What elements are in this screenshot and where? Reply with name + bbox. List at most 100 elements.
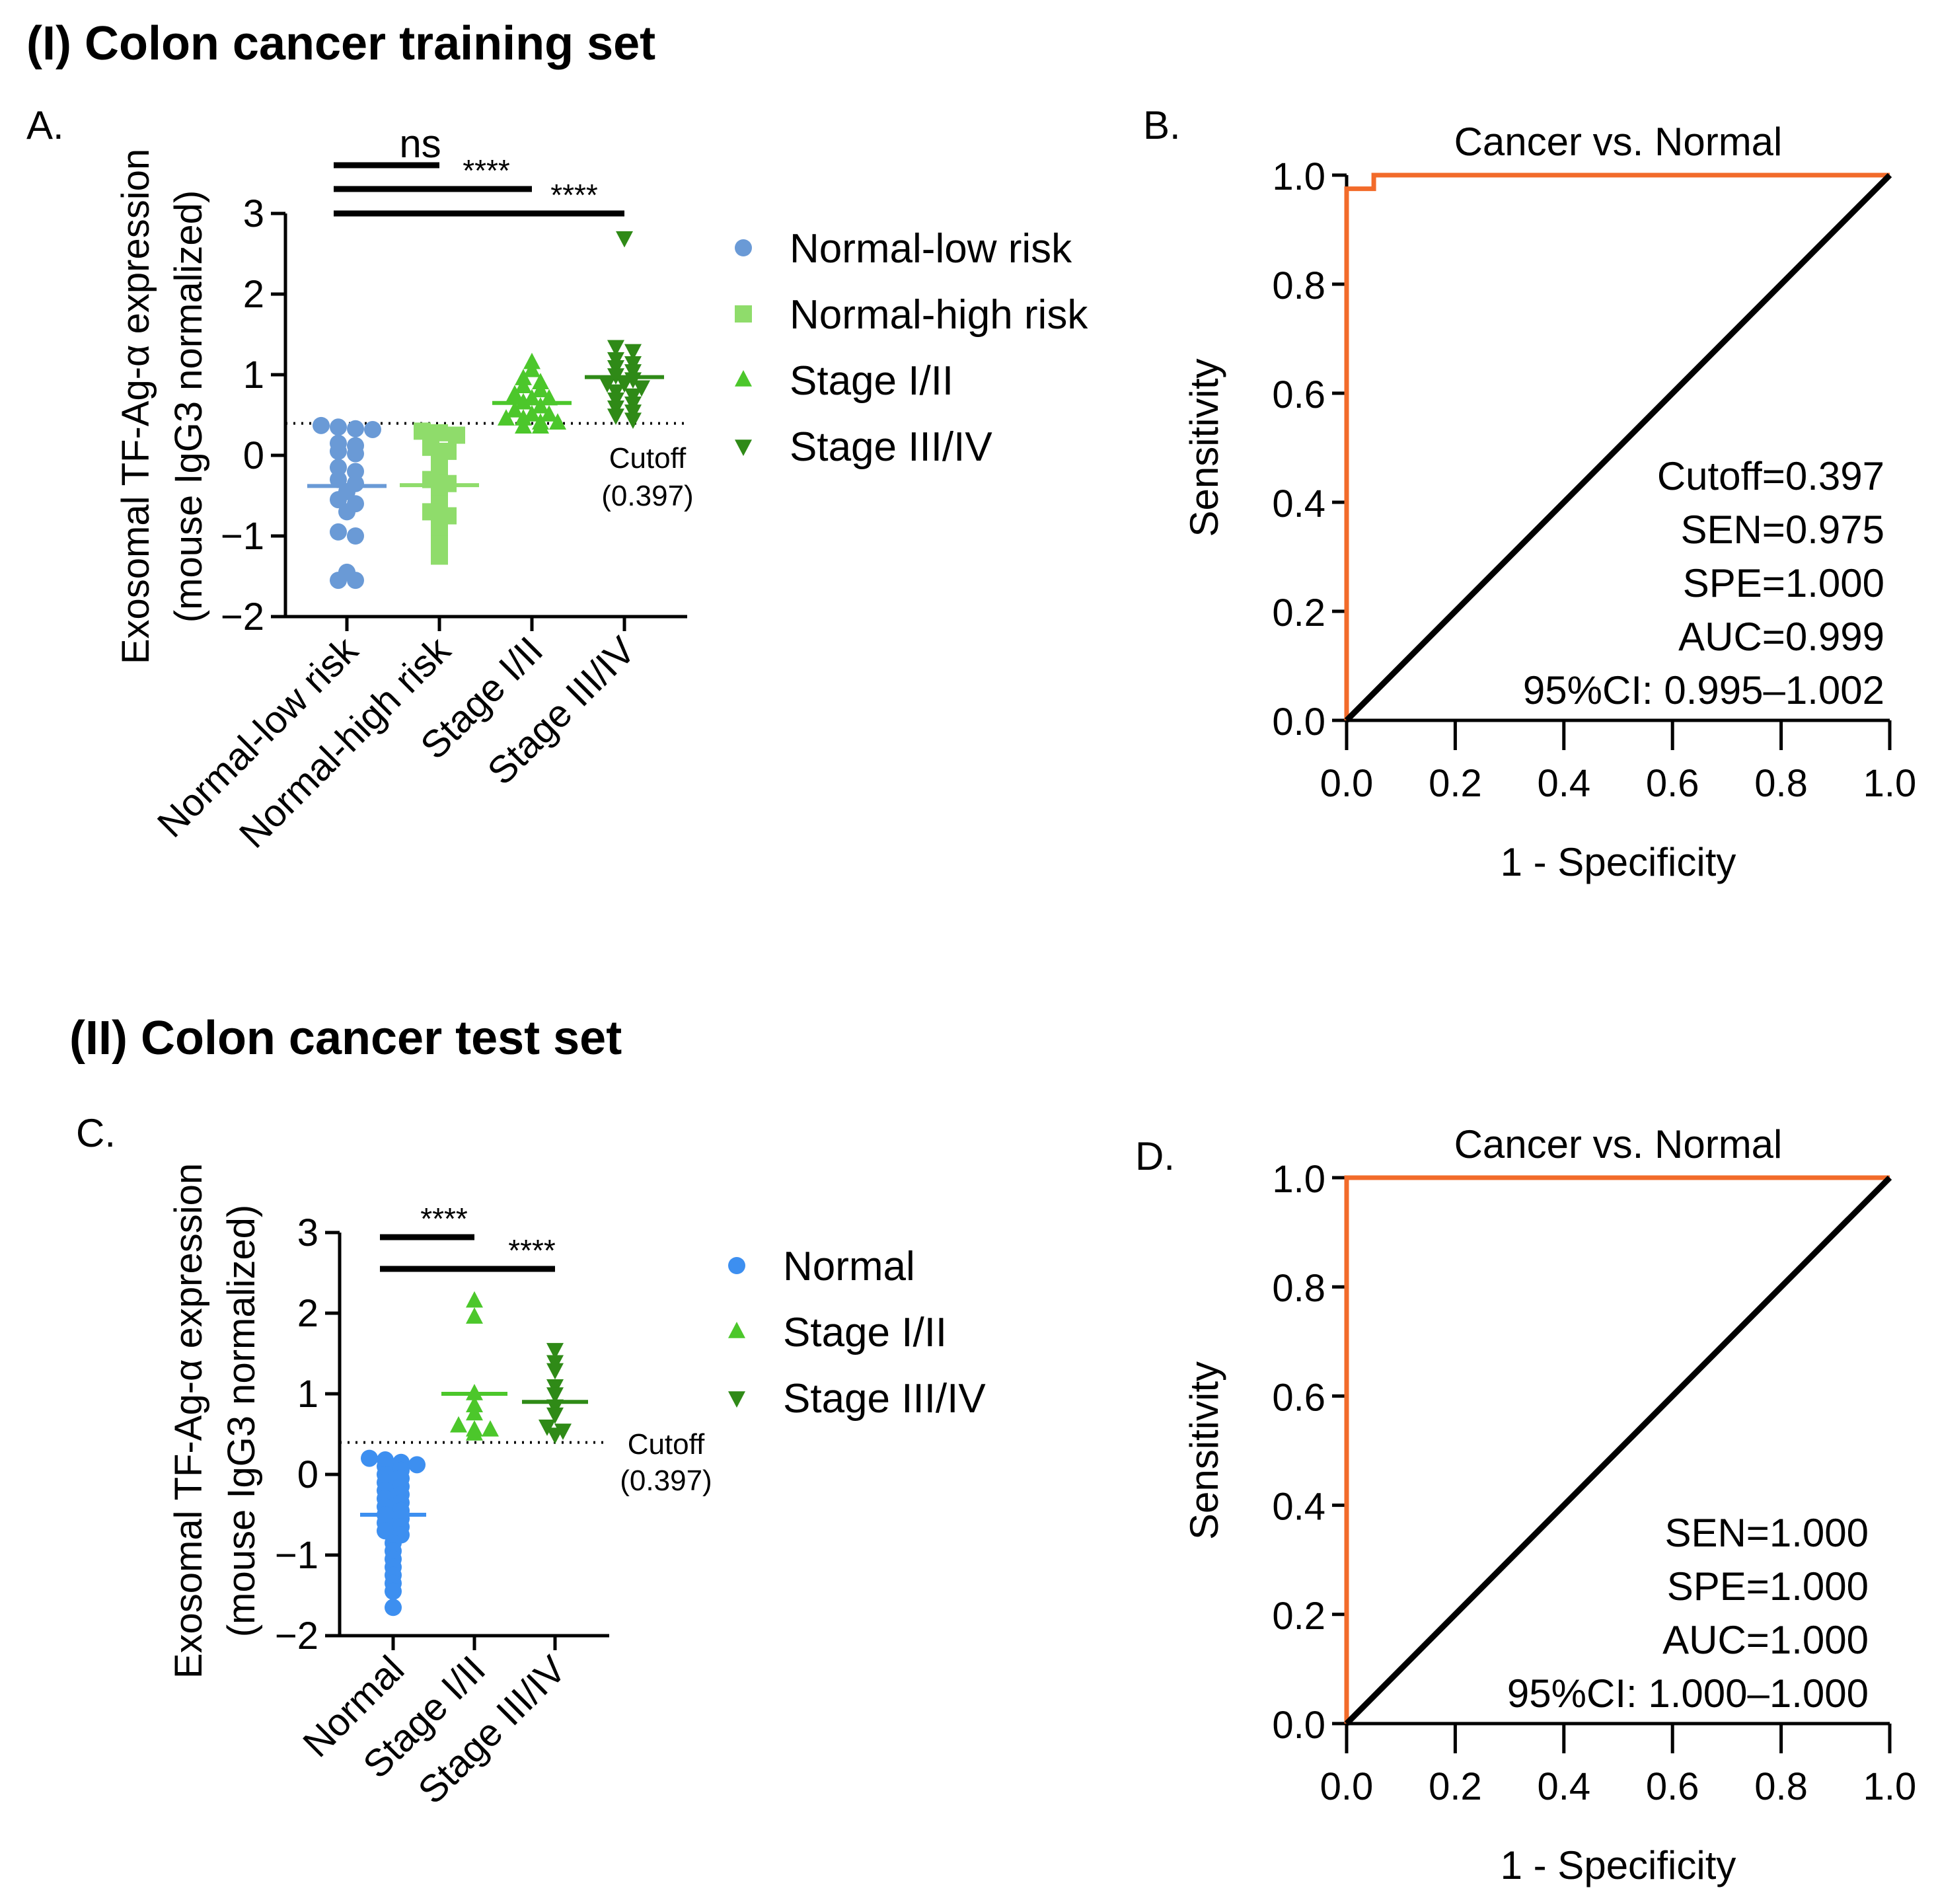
data-point	[466, 1307, 483, 1324]
data-point	[347, 420, 364, 438]
section-title-test: (II) Colon cancer test set	[69, 1012, 622, 1065]
legend-marker	[728, 1257, 745, 1274]
panel-letter: C.	[76, 1111, 116, 1155]
legend-label: Stage III/IV	[790, 424, 992, 470]
data-point	[549, 413, 566, 430]
data-point	[450, 1416, 467, 1433]
data-point	[330, 471, 347, 488]
significance-label: ****	[508, 1233, 556, 1268]
data-point	[466, 1291, 483, 1308]
stat-annotation: SPE=1.000	[1683, 561, 1884, 605]
data-point	[347, 445, 364, 463]
x-tick-label: 0.8	[1754, 1765, 1808, 1808]
stat-annotation: Cutoff=0.397	[1657, 454, 1884, 498]
stat-annotation: SEN=1.000	[1664, 1511, 1869, 1555]
data-point	[361, 1449, 378, 1467]
stat-annotation: SPE=1.000	[1667, 1564, 1869, 1609]
x-tick-label: 0.0	[1320, 1765, 1374, 1808]
y-axis-label: (mouse IgG3 normalized)	[220, 1205, 263, 1637]
data-point	[408, 1456, 426, 1474]
y-tick-label: 0.2	[1272, 1595, 1325, 1638]
cutoff-label: Cutoff	[628, 1428, 705, 1461]
data-point	[506, 385, 523, 402]
stat-annotation: 95%CI: 1.000–1.000	[1507, 1671, 1869, 1716]
data-point	[414, 422, 431, 440]
y-tick-label: 0	[243, 434, 264, 477]
data-point	[633, 380, 650, 397]
data-point	[546, 1428, 564, 1444]
panel-c-scatter: C. −2 −1 0 1 2 3 Normal Stage I/II Stage III/IV Ex…	[76, 1111, 986, 1812]
y-tick-label: −1	[221, 515, 264, 558]
cutoff-label: Cutoff	[609, 442, 687, 475]
data-point	[364, 420, 381, 438]
x-axis-label: 1 - Specificity	[1501, 840, 1736, 884]
data-point	[422, 438, 439, 456]
y-axis-label: Sensitivity	[1182, 1361, 1226, 1540]
y-tick-label: 1	[297, 1373, 318, 1416]
panel-letter: B.	[1143, 103, 1181, 147]
legend-marker	[735, 305, 752, 323]
y-tick-label: 0.0	[1272, 1704, 1325, 1747]
panel-b-roc: B. Cancer vs. Normal 0.0 0.2 0.4 0.6 0.8 1.0 0.0…	[1143, 103, 1916, 884]
data-point	[347, 572, 364, 590]
y-tick-label: 0.8	[1272, 1267, 1325, 1310]
data-point	[330, 523, 347, 541]
x-tick-label: 0.2	[1429, 1765, 1482, 1808]
data-point	[546, 1363, 564, 1380]
roc-curve	[1344, 172, 1890, 720]
x-tick-label: 0.0	[1320, 762, 1374, 805]
chart-title: Cancer vs. Normal	[1454, 1122, 1783, 1166]
data-point	[546, 1407, 564, 1424]
y-tick-label: −1	[275, 1534, 318, 1577]
legend-marker	[735, 239, 752, 256]
data-point	[624, 412, 642, 430]
data-point	[466, 1424, 483, 1441]
data-point	[599, 376, 616, 393]
x-tick-label: 1.0	[1863, 1765, 1917, 1808]
y-tick-label: 1	[243, 354, 264, 397]
data-point	[466, 1404, 483, 1421]
y-tick-label: 0.6	[1272, 1376, 1325, 1419]
data-point	[377, 1522, 394, 1540]
legend-label: Stage I/II	[783, 1310, 947, 1355]
y-axis-label: (mouse IgG3 normalized)	[167, 190, 210, 623]
x-tick-label: 0.4	[1537, 762, 1590, 805]
legend-label: Normal-low risk	[790, 226, 1072, 272]
y-tick-label: 0.4	[1272, 482, 1325, 525]
y-tick-label: 3	[243, 192, 264, 235]
data-point	[347, 527, 364, 545]
data-point	[532, 397, 549, 414]
x-tick-label: 1.0	[1863, 762, 1917, 805]
significance-label: ****	[550, 178, 598, 212]
data-point	[616, 376, 633, 393]
data-point	[546, 1387, 564, 1404]
data-point	[330, 418, 347, 436]
panel-d-roc: D. Cancer vs. Normal 0.0 0.2 0.4 0.6 0.8 1.0 0.0…	[1135, 1122, 1916, 1887]
data-point	[546, 1343, 564, 1359]
x-tick-label: 0.6	[1646, 762, 1699, 805]
data-point	[540, 405, 558, 422]
data-point	[448, 426, 465, 444]
data-point	[385, 1599, 402, 1617]
panel-letter: A.	[26, 103, 64, 147]
data-point	[506, 400, 523, 418]
data-point	[523, 360, 540, 377]
panel-letter: D.	[1135, 1134, 1175, 1178]
legend-label: Stage I/II	[790, 358, 953, 404]
y-axis-label: Sensitivity	[1182, 358, 1226, 537]
data-point	[482, 1420, 499, 1437]
y-tick-label: −2	[275, 1615, 318, 1657]
data-point	[607, 340, 624, 357]
data-point	[330, 491, 347, 509]
stat-annotation: 95%CI: 0.995–1.002	[1523, 668, 1884, 712]
significance-label: ****	[463, 153, 510, 188]
y-axis-label: Exosomal TF-Ag-α expression	[167, 1163, 210, 1679]
significance-label: ns	[399, 122, 441, 166]
data-point	[347, 463, 364, 480]
significance-label: ****	[420, 1201, 468, 1236]
data-point	[607, 408, 624, 425]
legend-marker	[735, 439, 752, 456]
chart-title: Cancer vs. Normal	[1454, 120, 1783, 164]
y-tick-label: 1.0	[1272, 155, 1325, 198]
